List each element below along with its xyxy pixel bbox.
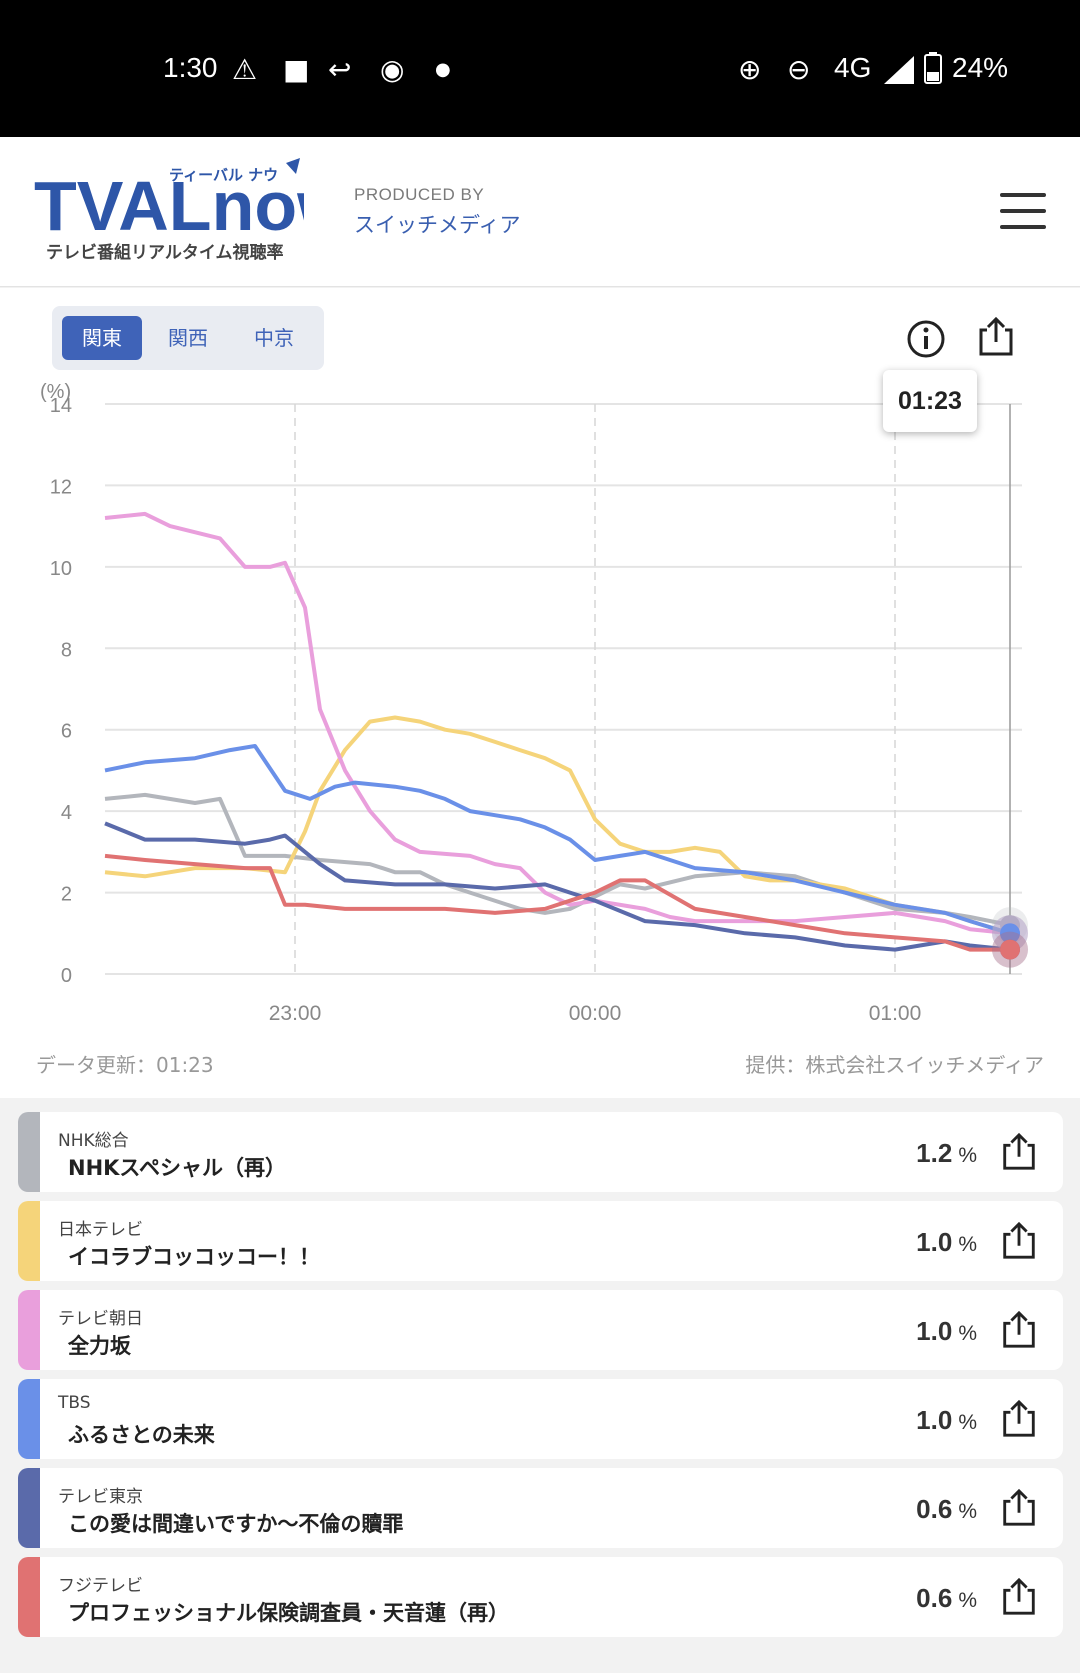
logo-main: TVALnow [34,167,304,245]
rating-value: 1.2% [916,1138,977,1168]
y-tick-label: 4 [61,802,72,824]
channel-name: TBS [58,1393,91,1413]
channel-name: テレビ東京 [58,1487,143,1507]
signal-icon [884,56,914,84]
program-title: NHKスペシャル（再） [68,1156,286,1180]
status-time: 1:30 [163,52,218,83]
y-tick-label: 8 [61,639,72,661]
battery-icon [924,52,942,84]
list-item[interactable]: テレビ朝日 全力坂 1.0% [18,1290,1063,1370]
data-updated: データ更新：01:23 [36,1053,214,1077]
thermometer-icon: ◉ [380,53,405,86]
channel-list: NHK総合 NHKスペシャル（再） 1.2% 日本テレビ イコラブコッコッコー！… [18,1112,1063,1646]
share-icon[interactable] [999,1577,1039,1617]
warning-icon: ⚠ [232,53,258,86]
hamburger-icon [1000,193,1046,197]
program-title: ふるさとの未来 [68,1423,215,1447]
share-icon[interactable] [999,1399,1039,1439]
share-icon[interactable] [999,1221,1039,1261]
produced-by-label: PRODUCED BY [354,185,485,204]
logo-kana: ティーバル ナウ [169,166,278,184]
x-tick-label: 23:00 [269,1002,322,1025]
channel-color-bar [18,1379,40,1459]
channel-color-bar [18,1557,40,1637]
list-item[interactable]: フジテレビ プロフェッショナル保険調査員・天音蓮（再） 0.6% [18,1557,1063,1637]
app-header [0,137,1080,287]
dot-icon: ● [435,59,451,80]
series-line-2 [104,511,1011,936]
y-tick-label: 0 [61,965,72,987]
app-icon: ■ [283,53,310,86]
share-icon[interactable] [999,1488,1039,1528]
share-icon[interactable] [999,1310,1039,1350]
channel-color-bar [18,1290,40,1370]
rating-value: 1.0% [916,1227,977,1257]
series-line-5 [104,853,1010,952]
rating-value: 1.0% [916,1405,977,1435]
tab-kansai[interactable]: 関西 [168,326,208,350]
region-tabs: 関東 関西 中京 [52,306,324,370]
y-axis-label: (%) [40,381,71,403]
x-tick-label: 00:00 [569,1002,622,1025]
program-title: この愛は間違いですか～不倫の贖罪 [68,1512,404,1536]
rating-value: 1.0% [916,1316,977,1346]
dnd-icon: ⊖ [787,53,811,86]
tvalnow-logo[interactable]: TVALnow ティーバル ナウ [34,158,304,258]
channel-color-bar [18,1468,40,1548]
rating-value: 0.6% [916,1494,977,1524]
data-credit: 提供：株式会社スイッチメディア [745,1053,1044,1077]
y-tick-label: 10 [50,558,72,580]
channel-color-bar [18,1112,40,1192]
tab-kanto[interactable]: 関東 [62,316,142,360]
network-type: 4G [834,52,872,83]
channel-name: テレビ朝日 [58,1309,143,1329]
info-icon[interactable] [905,318,947,360]
channel-name: フジテレビ [58,1576,143,1596]
y-tick-label: 2 [61,884,72,906]
list-item[interactable]: TBS ふるさとの未来 1.0% [18,1379,1063,1459]
program-title: 全力坂 [68,1334,131,1358]
list-item[interactable]: 日本テレビ イコラブコッコッコー！！ 1.0% [18,1201,1063,1281]
logo-subtitle: テレビ番組リアルタイム視聴率 [46,243,284,263]
tab-chukyo[interactable]: 中京 [254,326,294,350]
y-tick-label: 12 [50,476,72,498]
program-title: プロフェッショナル保険調査員・天音蓮（再） [68,1601,509,1625]
producer-name[interactable]: スイッチメディア [354,213,521,237]
list-item[interactable]: テレビ東京 この愛は間違いですか～不倫の贖罪 0.6% [18,1468,1063,1548]
share-icon[interactable] [999,1132,1039,1172]
y-tick-label: 6 [61,721,72,743]
battery-level: 24% [952,52,1009,83]
rating-value: 0.6% [916,1583,977,1613]
series-end-point-3 [1000,923,1020,944]
channel-name: NHK総合 [58,1131,129,1151]
channel-name: 日本テレビ [58,1220,143,1240]
program-title: イコラブコッコッコー！！ [68,1245,320,1269]
series-line-4 [104,821,1011,952]
channel-color-bar [18,1201,40,1281]
x-tick-label: 01:00 [869,1002,922,1025]
status-bar: 1:30 ⚠ ■ ↩ ◉ ● ⊕ ⊖ 4G 24% [0,0,1080,137]
menu-button[interactable] [1000,193,1046,229]
share-icon[interactable] [975,316,1017,358]
ratings-line-chart[interactable]: 0 2 4 6 8 10 12 14 23:00 00:00 01:00 (%) [0,380,1080,1060]
series-end-point-5 [1000,939,1020,960]
list-item[interactable]: NHK総合 NHKスペシャル（再） 1.2% [18,1112,1063,1192]
time-tooltip: 01:23 [883,370,977,432]
y-tick-label: 14 [50,395,72,417]
data-saver-icon: ⊕ [738,53,762,86]
reply-icon: ↩ [328,53,352,86]
series-line-3 [104,744,1011,936]
